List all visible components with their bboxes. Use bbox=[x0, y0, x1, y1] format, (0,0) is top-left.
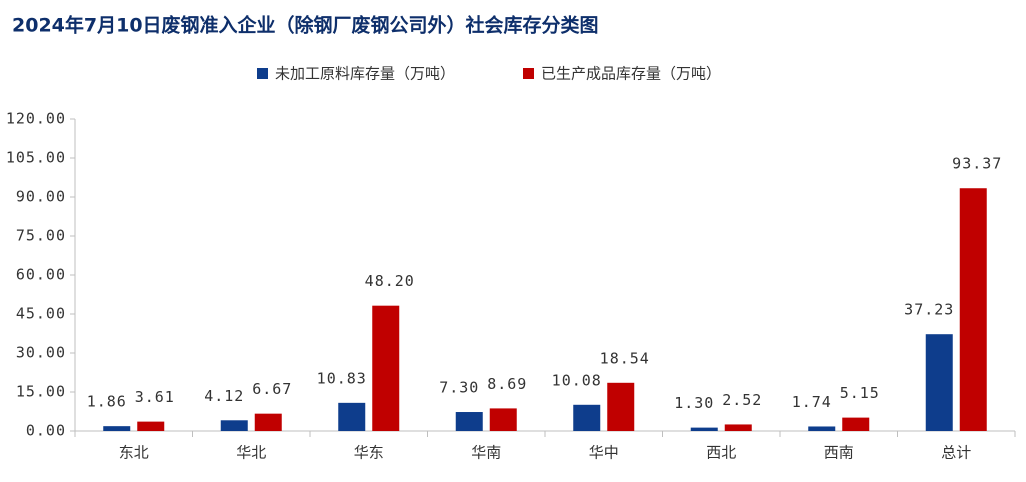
value-label: 6.67 bbox=[252, 380, 292, 398]
bar bbox=[808, 426, 836, 431]
y-tick-label: 105.00 bbox=[6, 149, 66, 167]
value-label: 10.08 bbox=[552, 371, 602, 389]
bar bbox=[137, 421, 165, 431]
bar bbox=[103, 426, 131, 431]
value-label: 4.12 bbox=[204, 387, 244, 405]
value-label: 1.86 bbox=[87, 393, 127, 411]
bar bbox=[489, 408, 517, 431]
value-label: 10.83 bbox=[317, 369, 367, 387]
value-label: 37.23 bbox=[904, 301, 954, 319]
value-label: 48.20 bbox=[365, 272, 415, 290]
y-tick-label: 60.00 bbox=[16, 266, 66, 284]
chart-title: 2024年7月10日废钢准入企业（除钢厂废钢公司外）社会库存分类图 bbox=[12, 14, 599, 37]
value-label: 1.74 bbox=[792, 393, 832, 411]
value-label: 5.15 bbox=[840, 384, 880, 402]
bar bbox=[959, 188, 987, 431]
x-tick-label: 华南 bbox=[471, 444, 501, 462]
value-label: 18.54 bbox=[600, 349, 650, 367]
bar bbox=[573, 404, 601, 431]
bar bbox=[724, 424, 752, 431]
bar bbox=[690, 427, 718, 431]
bar bbox=[338, 402, 366, 431]
bar bbox=[455, 412, 483, 431]
x-tick-label: 华东 bbox=[354, 444, 384, 462]
y-tick-label: 120.00 bbox=[6, 110, 66, 128]
value-label: 7.30 bbox=[439, 379, 479, 397]
x-tick-label: 西北 bbox=[706, 444, 736, 462]
value-label: 3.61 bbox=[135, 388, 175, 406]
y-tick-label: 30.00 bbox=[16, 344, 66, 362]
bar bbox=[925, 334, 953, 431]
value-label: 8.69 bbox=[487, 375, 527, 393]
x-tick-label: 西南 bbox=[824, 444, 854, 462]
value-label: 93.37 bbox=[952, 155, 1002, 173]
bar bbox=[842, 417, 870, 431]
bar bbox=[372, 305, 400, 431]
y-tick-label: 0.00 bbox=[26, 422, 66, 440]
y-tick-label: 15.00 bbox=[16, 383, 66, 401]
bar bbox=[607, 382, 635, 431]
legend-label: 未加工原料库存量（万吨） bbox=[275, 65, 455, 83]
legend-swatch bbox=[257, 68, 268, 79]
bar bbox=[254, 413, 282, 431]
x-tick-label: 华北 bbox=[236, 444, 266, 462]
y-tick-label: 45.00 bbox=[16, 305, 66, 323]
x-tick-label: 总计 bbox=[941, 444, 971, 462]
x-tick-label: 东北 bbox=[119, 444, 149, 462]
y-tick-label: 75.00 bbox=[16, 227, 66, 245]
bar bbox=[220, 420, 248, 431]
value-label: 2.52 bbox=[722, 391, 762, 409]
legend-swatch bbox=[523, 68, 534, 79]
x-tick-label: 华中 bbox=[589, 444, 619, 462]
value-label: 1.30 bbox=[674, 394, 714, 412]
y-tick-label: 90.00 bbox=[16, 188, 66, 206]
legend-label: 已生产成品库存量（万吨） bbox=[541, 65, 721, 83]
